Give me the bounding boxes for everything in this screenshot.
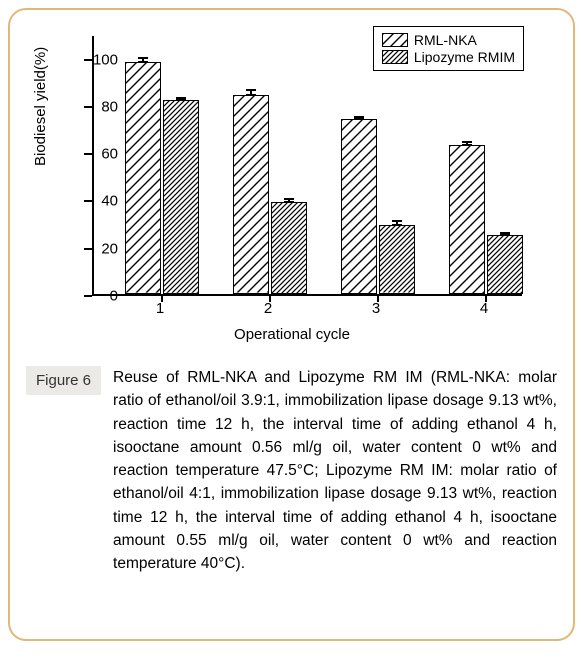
error-bar [504, 233, 506, 235]
y-tick [84, 200, 92, 202]
y-tick-label: 60 [101, 146, 118, 163]
bar [487, 235, 523, 294]
legend-label: RML-NKA [414, 32, 477, 48]
error-bar [358, 117, 360, 119]
y-tick-label: 100 [93, 51, 118, 68]
y-tick-label: 0 [110, 288, 118, 305]
y-tick [84, 153, 92, 155]
error-bar [288, 199, 290, 201]
y-tick-label: 20 [101, 240, 118, 257]
y-tick [84, 295, 92, 297]
y-tick-label: 80 [101, 98, 118, 115]
error-bar [466, 142, 468, 145]
legend-item: RML-NKA [382, 32, 515, 48]
bar [233, 95, 269, 294]
figure-tag: Figure 6 [26, 366, 101, 395]
x-tick-label: 4 [480, 300, 488, 317]
error-bar [250, 90, 252, 96]
figure-card: Biodiesel yield(%) Operational cycle RML… [8, 8, 575, 641]
legend: RML-NKALipozyme RMIM [373, 26, 524, 71]
x-tick-label: 1 [156, 300, 164, 317]
legend-label: Lipozyme RMIM [414, 49, 515, 65]
y-tick-label: 40 [101, 193, 118, 210]
figure-caption: Figure 6 Reuse of RML-NKA and Lipozyme R… [22, 366, 561, 575]
error-bar [396, 221, 398, 226]
x-axis-label: Operational cycle [22, 326, 562, 343]
plot-area [92, 36, 522, 296]
legend-item: Lipozyme RMIM [382, 49, 515, 65]
x-tick-label: 2 [264, 300, 272, 317]
x-tick-label: 3 [372, 300, 380, 317]
error-bar [142, 58, 144, 63]
bar [125, 62, 161, 294]
y-tick [84, 248, 92, 250]
error-bar [180, 98, 182, 100]
bar [449, 145, 485, 294]
y-tick [84, 59, 92, 61]
figure-text: Reuse of RML-NKA and Lipozyme RM IM (RML… [113, 366, 557, 575]
y-axis-label: Biodiesel yield(%) [32, 47, 49, 166]
bar [341, 119, 377, 294]
chart: Biodiesel yield(%) Operational cycle RML… [22, 26, 562, 356]
y-tick [84, 106, 92, 108]
bar [163, 100, 199, 294]
bar [271, 202, 307, 294]
bar [379, 225, 415, 294]
